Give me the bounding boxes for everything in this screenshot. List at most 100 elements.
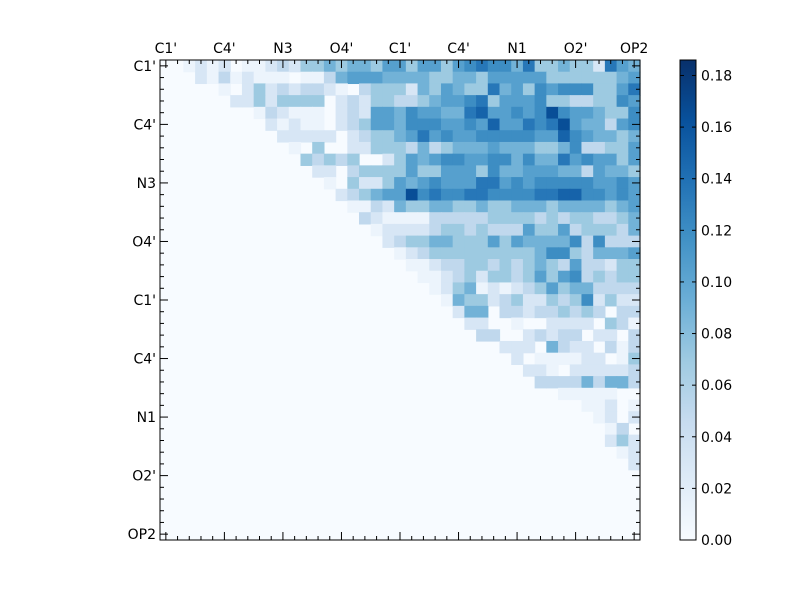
heatmap-cell: [581, 340, 594, 354]
heatmap-cell: [546, 294, 559, 307]
heatmap-cell: [581, 71, 594, 85]
heatmap-cell: [499, 83, 512, 96]
heatmap-cell: [277, 130, 290, 143]
heatmap-cell: [476, 329, 489, 342]
heatmap-cell: [616, 282, 629, 295]
heatmap-cell: [370, 118, 384, 131]
heatmap-cell: [616, 352, 629, 365]
heatmap-cell: [335, 106, 348, 120]
heatmap-cell: [558, 165, 571, 178]
heatmap-cell: [604, 141, 618, 155]
heatmap-cell: [522, 130, 536, 143]
heatmap-cell: [593, 294, 606, 307]
heatmap-cell: [394, 200, 407, 213]
y-tick-label: C1': [133, 293, 156, 309]
heatmap-cell: [581, 223, 594, 237]
heatmap-cell: [417, 165, 430, 178]
heatmap-cell: [511, 106, 524, 120]
heatmap-cell: [558, 270, 571, 284]
heatmap-cell: [522, 141, 536, 155]
heatmap-cell: [440, 188, 454, 202]
heatmap-cell: [546, 60, 559, 73]
heatmap-cell: [277, 118, 290, 131]
heatmap-cell: [323, 153, 337, 166]
heatmap-cell: [604, 83, 618, 96]
heatmap-cell: [593, 223, 606, 237]
colorbar-ticks: 0.00 0.02 0.04 0.06 0.08 0.10 0.12 0.14 0.16 0.18: [680, 68, 732, 549]
heatmap-cell: [604, 329, 618, 342]
heatmap-cell: [476, 188, 489, 202]
heatmap-cell: [382, 130, 395, 143]
heatmap-cell: [558, 83, 571, 96]
heatmap-cell: [476, 294, 489, 307]
heatmap-cell: [417, 270, 430, 284]
heatmap-cell: [464, 95, 477, 108]
heatmap-cell: [241, 95, 255, 108]
heatmap-cell: [417, 259, 430, 272]
heatmap-cell: [604, 364, 618, 377]
heatmap-cell: [628, 434, 641, 447]
heatmap-cell: [546, 71, 559, 85]
heatmap-cell: [593, 411, 606, 424]
heatmap-cell: [370, 200, 384, 213]
heatmap-cell: [569, 153, 583, 166]
heatmap-cell: [604, 71, 618, 85]
heatmap-cell: [593, 352, 606, 365]
heatmap-cell: [604, 247, 618, 260]
heatmap-cell: [359, 141, 372, 155]
heatmap-cell: [464, 106, 477, 120]
heatmap-cell: [511, 282, 524, 295]
heatmap-cell: [464, 294, 477, 307]
heatmap-cell: [558, 282, 571, 295]
heatmap-cell: [323, 71, 337, 85]
heatmap-cell: [616, 165, 629, 178]
heatmap-cell: [405, 235, 419, 248]
heatmap-cell: [558, 223, 571, 237]
heatmap-cell: [581, 376, 594, 389]
heatmap-cell: [581, 153, 594, 166]
heatmap-cell: [347, 177, 360, 190]
heatmap-cell: [370, 95, 384, 108]
x-tick-label: N3: [273, 41, 292, 57]
heatmap-cell: [569, 71, 583, 85]
heatmap-cell: [300, 153, 313, 166]
heatmap-cell: [546, 212, 559, 225]
heatmap-cell: [429, 165, 442, 178]
heatmap-cell: [581, 60, 594, 73]
heatmap-cell: [558, 153, 571, 166]
heatmap-cell: [429, 71, 442, 85]
heatmap-cell: [546, 259, 559, 272]
heatmap-cell: [522, 200, 536, 213]
heatmap-cell: [288, 141, 302, 155]
heatmap-cell: [569, 200, 583, 213]
heatmap-cell: [593, 177, 606, 190]
heatmap-cell: [300, 71, 313, 85]
heatmap-cell: [534, 247, 547, 260]
heatmap-cell: [312, 153, 325, 166]
heatmap-cell: [487, 223, 501, 237]
heatmap-cell: [452, 130, 465, 143]
heatmap-cell: [195, 60, 208, 73]
heatmap-cell: [487, 141, 501, 155]
heatmap-cell: [534, 95, 547, 108]
heatmap-cell: [616, 212, 629, 225]
heatmap-cell: [429, 200, 442, 213]
heatmap-cell: [347, 200, 360, 213]
heatmap-cell: [534, 212, 547, 225]
heatmap-cell: [604, 376, 618, 389]
heatmap-cell: [534, 60, 547, 73]
heatmap-cell: [569, 118, 583, 131]
heatmap-cell: [604, 411, 618, 424]
heatmap-cell: [382, 60, 395, 73]
heatmap-cell: [546, 340, 559, 354]
heatmap-cell: [522, 60, 536, 73]
y-tick-label: N3: [137, 176, 156, 192]
heatmap-cell: [452, 305, 465, 319]
heatmap-cell: [464, 270, 477, 284]
heatmap-cell: [487, 165, 501, 178]
heatmap-cell: [347, 95, 360, 108]
heatmap-cell: [347, 60, 360, 73]
heatmap-cell: [359, 177, 372, 190]
x-tick-label: C1': [155, 41, 178, 57]
colorbar-tick-label: 0.16: [701, 120, 732, 136]
